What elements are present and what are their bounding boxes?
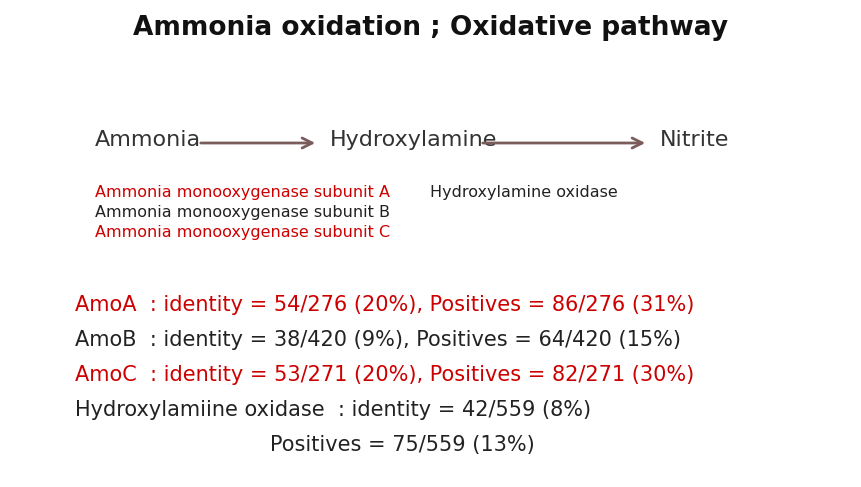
Text: AmoC  : identity = 53/271 (20%), Positives = 82/271 (30%): AmoC : identity = 53/271 (20%), Positive…	[75, 365, 694, 385]
Text: Ammonia monooxygenase subunit C: Ammonia monooxygenase subunit C	[95, 225, 390, 240]
Text: Nitrite: Nitrite	[660, 130, 729, 150]
Text: Ammonia oxidation ; Oxidative pathway: Ammonia oxidation ; Oxidative pathway	[133, 15, 728, 41]
Text: Ammonia monooxygenase subunit A: Ammonia monooxygenase subunit A	[95, 185, 390, 200]
Text: Ammonia: Ammonia	[95, 130, 201, 150]
Text: AmoB  : identity = 38/420 (9%), Positives = 64/420 (15%): AmoB : identity = 38/420 (9%), Positives…	[75, 330, 681, 350]
Text: AmoA  : identity = 54/276 (20%), Positives = 86/276 (31%): AmoA : identity = 54/276 (20%), Positive…	[75, 295, 694, 315]
Text: Hydroxylamine: Hydroxylamine	[330, 130, 498, 150]
Text: Positives = 75/559 (13%): Positives = 75/559 (13%)	[270, 435, 535, 455]
Text: Ammonia monooxygenase subunit B: Ammonia monooxygenase subunit B	[95, 205, 390, 220]
Text: Hydroxylamiine oxidase  : identity = 42/559 (8%): Hydroxylamiine oxidase : identity = 42/5…	[75, 400, 592, 420]
Text: Hydroxylamine oxidase: Hydroxylamine oxidase	[430, 185, 617, 200]
